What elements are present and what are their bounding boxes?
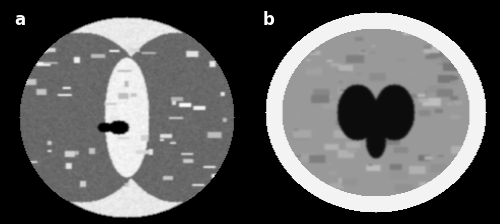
Text: b: b — [262, 11, 274, 29]
Text: a: a — [14, 11, 26, 29]
